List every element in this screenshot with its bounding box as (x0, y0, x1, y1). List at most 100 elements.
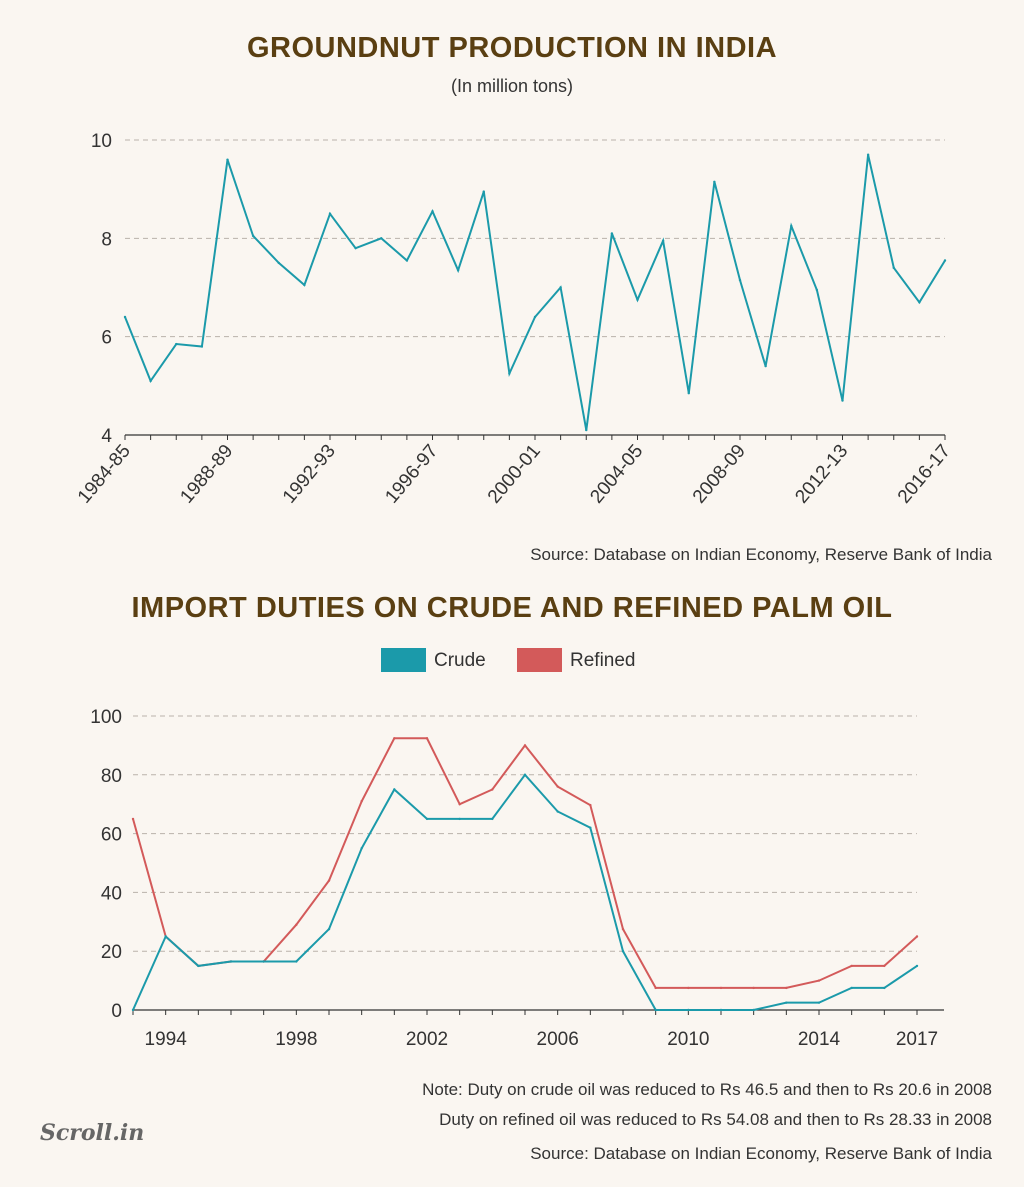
crude-data-point (327, 927, 331, 931)
crude-data-point (295, 960, 298, 963)
refined-data-point (458, 803, 461, 806)
crude-data-point (164, 935, 167, 938)
data-point (277, 261, 280, 265)
legend-label-crude: Crude (434, 650, 486, 671)
refined-data-point (850, 964, 853, 968)
data-point (687, 392, 690, 395)
data-point (764, 364, 767, 368)
crude-data-point (393, 788, 396, 791)
data-point (738, 278, 742, 282)
crude-data-point (229, 960, 233, 963)
y-tick-label: 60 (101, 825, 122, 846)
refined-data-point (131, 817, 135, 821)
palm-source: Source: Database on Indian Economy, Rese… (530, 1144, 992, 1163)
y-tick-label: 20 (101, 942, 122, 963)
refined-data-point (785, 986, 788, 990)
palm-oil-line-chart: Crude Refined 0 20 40 60 80 100 1994 1998 2002 2006… (90, 648, 944, 1050)
crude-data-point (589, 826, 592, 829)
crude-data-point (523, 773, 527, 776)
crude-data-point (883, 986, 886, 990)
crude-data-point (719, 1008, 723, 1012)
x-tick-label: 1988-89 (176, 441, 237, 508)
refined-data-point (654, 986, 657, 990)
data-point (456, 269, 460, 272)
y-tick-label: 40 (101, 883, 122, 904)
x-tick-label: 2017 (896, 1029, 938, 1050)
x-tick-label: 1996-97 (381, 441, 442, 508)
y-tick-label: 0 (111, 1001, 122, 1022)
data-point (585, 428, 588, 432)
x-tick-label: 2000-01 (484, 441, 545, 508)
palm-chart-title: IMPORT DUTIES ON CRUDE AND REFINED PALM … (131, 592, 893, 624)
x-tick-label: 1984-85 (74, 441, 135, 508)
y-tick-label: 4 (101, 426, 112, 447)
data-point (508, 372, 511, 375)
crude-data-point (915, 964, 919, 968)
refined-data-point (817, 979, 821, 982)
legend-label-refined: Refined (570, 650, 636, 671)
legend-swatch-crude (381, 648, 426, 672)
crude-data-point (621, 950, 625, 953)
data-point (790, 224, 793, 228)
crude-data-point (360, 847, 363, 850)
refined-data-point (719, 986, 723, 990)
x-tick-label: 1998 (275, 1029, 317, 1050)
data-point (303, 283, 306, 287)
groundnut-line-chart: 4 6 8 10 1984-85 1988-89 1992-93 1996-97 2000-01… (74, 131, 955, 508)
data-point (661, 239, 665, 242)
refined-data-point (295, 923, 298, 926)
x-tick-label: 2012-13 (791, 441, 852, 508)
data-point (866, 153, 870, 156)
crude-data-point (654, 1008, 657, 1012)
refined-data-point (393, 737, 396, 740)
data-point (892, 266, 895, 270)
refined-data-point (589, 803, 592, 807)
refined-data-point (491, 788, 494, 791)
data-point (149, 379, 152, 383)
data-point (226, 158, 229, 161)
refined-data-point (915, 935, 919, 938)
x-tick-label: 2014 (798, 1029, 841, 1050)
crude-data-point (197, 964, 200, 968)
groundnut-chart-title: GROUNDNUT PRODUCTION IN INDIA (246, 32, 778, 64)
x-tick-label: 2006 (537, 1029, 579, 1050)
data-point (559, 286, 562, 289)
palm-note-refined: Duty on refined oil was reduced to Rs 54… (439, 1110, 992, 1129)
x-tick-label: 1992-93 (279, 441, 340, 508)
data-point (431, 210, 434, 213)
crude-data-point (752, 1008, 755, 1012)
y-tick-label: 6 (101, 328, 112, 349)
x-tick-label: 2002 (406, 1029, 448, 1050)
x-tick-label: 2004-05 (586, 441, 647, 508)
crude-data-point (817, 1001, 821, 1004)
crude-data-point (262, 960, 265, 963)
refined-data-point (883, 964, 886, 968)
data-point (200, 345, 204, 348)
refined-data-point (752, 986, 755, 990)
crude-data-point (425, 817, 429, 821)
refined-data-point (687, 986, 690, 990)
refined-data-point (360, 800, 363, 803)
data-point (251, 234, 255, 238)
data-point (841, 399, 844, 402)
crude-data-point (131, 1008, 135, 1012)
crude-data-point (491, 817, 494, 821)
refined-data-point (556, 785, 559, 788)
y-tick-label: 10 (91, 131, 112, 152)
palm-note-crude: Note: Duty on crude oil was reduced to R… (422, 1080, 992, 1099)
data-point (918, 301, 921, 304)
crude-data-point (850, 986, 853, 990)
data-point (610, 232, 614, 235)
groundnut-chart-subtitle: (In million tons) (450, 76, 574, 96)
refined-data-point (523, 744, 527, 747)
scroll-logo[interactable]: Scroll.in (40, 1120, 145, 1146)
data-point (533, 315, 537, 319)
crude-data-point (687, 1008, 690, 1012)
data-point (943, 259, 947, 262)
y-tick-label: 80 (101, 766, 122, 787)
x-tick-label: 1994 (145, 1029, 188, 1050)
legend-swatch-refined (517, 648, 562, 672)
data-point (354, 246, 357, 250)
crude-data-point (785, 1001, 788, 1004)
data-point (815, 288, 819, 292)
